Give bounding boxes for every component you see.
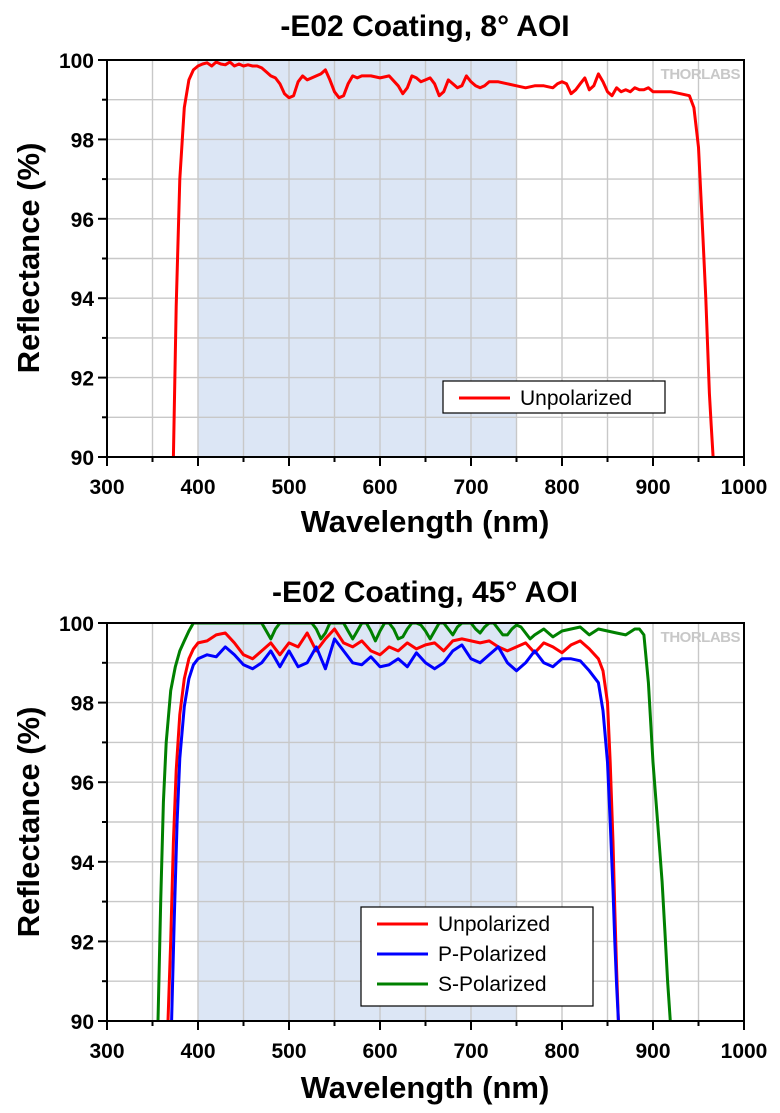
x-tick-label: 800 [544,476,579,499]
chart-title: -E02 Coating, 45° AOI [272,576,578,609]
y-tick-label: 90 [71,1011,94,1034]
x-tick-label: 500 [271,1040,306,1063]
legend-label: P-Polarized [438,943,547,966]
x-tick-label: 700 [453,1040,488,1063]
x-axis-label: Wavelength (nm) [301,1070,550,1105]
y-tick-label: 94 [71,852,95,875]
y-tick-label: 100 [59,50,94,73]
legend: Unpolarized P-Polarized S-Polarized [360,906,594,1007]
x-tick-label: 1000 [721,476,768,499]
legend-label: S-Polarized [438,973,547,996]
legend-label: Unpolarized [438,913,550,936]
y-axis-label: Reflectance (%) [11,143,46,374]
y-axis: 90 92 94 96 98 100 [59,613,107,1034]
y-axis: 90 92 94 96 98 100 [59,50,107,470]
chart-8-degree-aoi: -E02 Coating, 8° AOI Reflectance (%) Wav… [11,10,767,539]
x-tick-label: 500 [271,476,306,499]
x-tick-label: 300 [89,476,124,499]
x-tick-label: 600 [362,476,397,499]
y-tick-label: 90 [71,447,94,470]
series-line-unpolarized [166,627,620,1021]
y-tick-label: 92 [71,931,94,954]
y-tick-label: 100 [59,613,94,636]
legend-label: Unpolarized [520,387,632,410]
y-tick-label: 98 [71,693,95,716]
y-tick-label: 98 [71,129,95,152]
chart-45-degree-aoi: -E02 Coating, 45° AOI Reflectance (%) Wa… [11,576,767,1105]
x-tick-label: 600 [362,1040,397,1063]
legend: Unpolarized [442,380,666,414]
x-tick-label: 700 [453,476,488,499]
y-tick-label: 96 [71,772,94,795]
x-tick-label: 1000 [721,1040,768,1063]
y-tick-label: 92 [71,368,94,391]
x-tick-label: 900 [635,476,670,499]
y-axis-label: Reflectance (%) [11,707,46,938]
watermark-logo: THORLABS [661,629,741,646]
series-group [171,60,715,457]
series-line-p-polarized [170,637,620,1021]
x-tick-label: 900 [635,1040,670,1063]
x-axis: 300 400 500 600 700 800 900 1000 [89,457,767,499]
y-tick-label: 94 [71,288,95,311]
x-axis-label: Wavelength (nm) [301,504,550,539]
x-axis: 300 400 500 600 700 800 900 1000 [89,1021,767,1063]
series-line-unpolarized [171,60,715,457]
x-tick-label: 400 [180,1040,215,1063]
x-tick-label: 800 [544,1040,579,1063]
x-tick-label: 400 [180,476,215,499]
y-tick-label: 96 [71,209,94,232]
x-tick-label: 300 [89,1040,124,1063]
watermark-logo: THORLABS [661,66,741,83]
chart-title: -E02 Coating, 8° AOI [280,10,569,43]
